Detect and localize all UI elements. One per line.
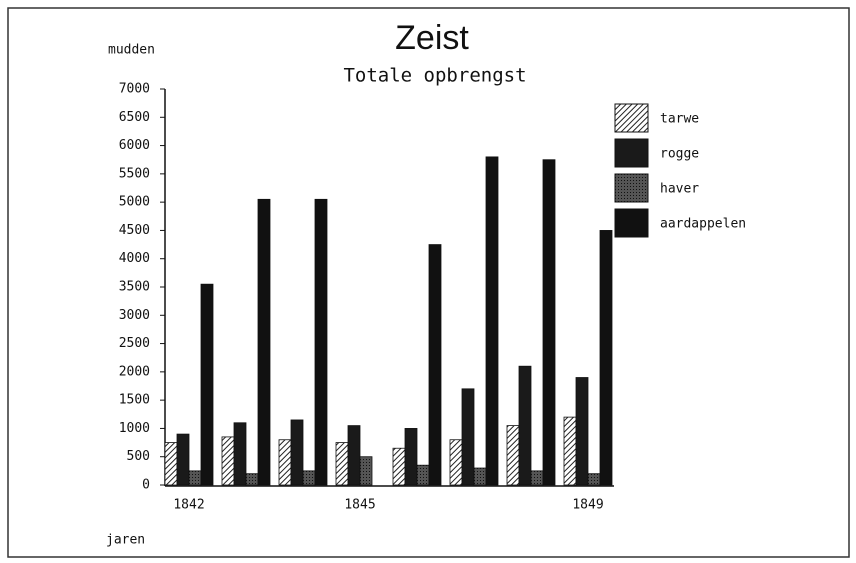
bar (347, 425, 361, 486)
bar (485, 156, 499, 486)
y-tick-label: 6000 (119, 138, 150, 153)
legend-label: rogge (660, 147, 699, 162)
bar (221, 436, 235, 486)
y-tick-label: 6500 (119, 110, 150, 125)
bar (416, 464, 430, 486)
bar (428, 244, 442, 486)
frame (7, 7, 850, 558)
y-axis-label: mudden (108, 43, 155, 58)
bar (461, 388, 475, 486)
bar (164, 442, 178, 486)
bar (188, 470, 202, 486)
legend-swatch (614, 103, 649, 133)
bar (314, 198, 328, 486)
y-tick-label: 4000 (119, 251, 150, 266)
bar (290, 419, 304, 486)
bar (176, 433, 190, 486)
y-tick-label: 3000 (119, 308, 150, 323)
bar (587, 473, 601, 486)
x-tick-label: 1845 (344, 498, 375, 513)
bar (257, 198, 271, 486)
chart-title: Zeist (395, 19, 469, 57)
y-tick-label: 2000 (119, 364, 150, 379)
chart-subtitle: Totale opbrengst (343, 65, 526, 87)
bar (518, 365, 532, 486)
x-tick-label: 1842 (173, 498, 204, 513)
y-tick-label: 2500 (119, 336, 150, 351)
x-axis-label: jaren (106, 533, 145, 548)
bar (563, 416, 577, 486)
y-tick-label: 1500 (119, 393, 150, 408)
legend-swatch (614, 138, 649, 168)
legend-swatch (614, 173, 649, 203)
legend-label: aardappelen (660, 217, 746, 232)
bar (233, 422, 247, 486)
bar (599, 230, 613, 486)
y-tick-label: 7000 (119, 82, 150, 97)
bar (575, 377, 589, 486)
bar (392, 447, 406, 486)
bar (506, 425, 520, 486)
y-tick-label: 5000 (119, 195, 150, 210)
bar (335, 442, 349, 486)
y-tick-label: 5500 (119, 166, 150, 181)
bar (359, 456, 373, 486)
bar (404, 428, 418, 486)
y-tick-label: 4500 (119, 223, 150, 238)
y-tick-label: 1000 (119, 421, 150, 436)
bar (200, 283, 214, 486)
bar (449, 439, 463, 486)
bar (302, 470, 316, 486)
y-tick-label: 0 (142, 478, 150, 493)
y-tick-label: 500 (127, 449, 150, 464)
y-tick-label: 3500 (119, 280, 150, 295)
bar (245, 473, 259, 486)
bar (473, 467, 487, 486)
bar (278, 439, 292, 486)
legend-label: tarwe (660, 112, 699, 127)
x-tick-label: 1849 (572, 498, 603, 513)
bar (530, 470, 544, 486)
bar (542, 159, 556, 486)
legend-swatch (614, 208, 649, 238)
legend-label: haver (660, 182, 699, 197)
